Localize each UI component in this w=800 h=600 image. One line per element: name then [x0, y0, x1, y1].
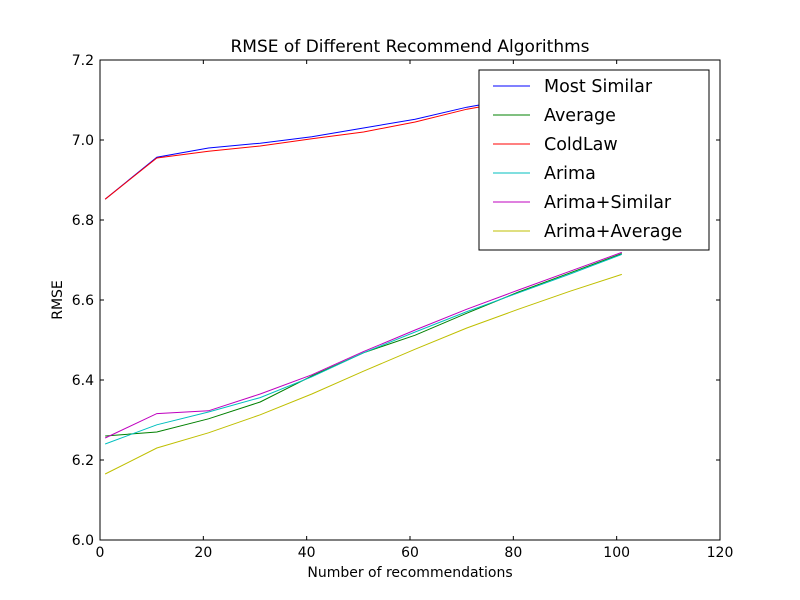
legend-box [478, 69, 710, 251]
x-tick-label: 0 [96, 545, 105, 561]
x-tick-label: 60 [401, 545, 419, 561]
y-axis-title: RMSE [50, 280, 66, 320]
y-tick-label: 6.2 [72, 453, 94, 469]
x-tick-label: 120 [707, 545, 734, 561]
x-tick-label: 20 [194, 545, 212, 561]
series-line-arima-average [104, 273, 622, 475]
y-tick-label: 6.0 [72, 533, 94, 549]
legend-label: Average [544, 106, 616, 126]
x-tick-label: 80 [504, 545, 522, 561]
legend-label: Most Similar [544, 77, 653, 97]
x-axis-title: Number of recommendations [307, 565, 512, 581]
y-axis: 6.0 6.2 6.4 6.6 6.8 7.0 7.2 [72, 53, 720, 549]
series-line-arima-similar [104, 251, 623, 439]
plot-area [104, 77, 623, 475]
x-tick-label: 100 [603, 545, 630, 561]
x-axis: 0 20 40 60 80 100 120 [96, 60, 734, 561]
legend-label: Arima+Average [544, 222, 682, 242]
series-line-arima [104, 253, 623, 445]
legend-label: Arima+Similar [544, 193, 672, 213]
legend-label: ColdLaw [544, 135, 618, 155]
y-tick-label: 6.6 [72, 293, 94, 309]
y-tick-label: 7.0 [72, 133, 94, 149]
chart-title: RMSE of Different Recommend Algorithms [230, 37, 589, 57]
y-tick-label: 6.4 [72, 373, 94, 389]
x-tick-label: 40 [298, 545, 316, 561]
y-tick-label: 7.2 [72, 53, 94, 69]
legend-label: Arima [544, 164, 596, 184]
legend: Most Similar Average ColdLaw Arima Arima+Sim… [478, 69, 710, 251]
y-tick-label: 6.8 [72, 213, 94, 229]
